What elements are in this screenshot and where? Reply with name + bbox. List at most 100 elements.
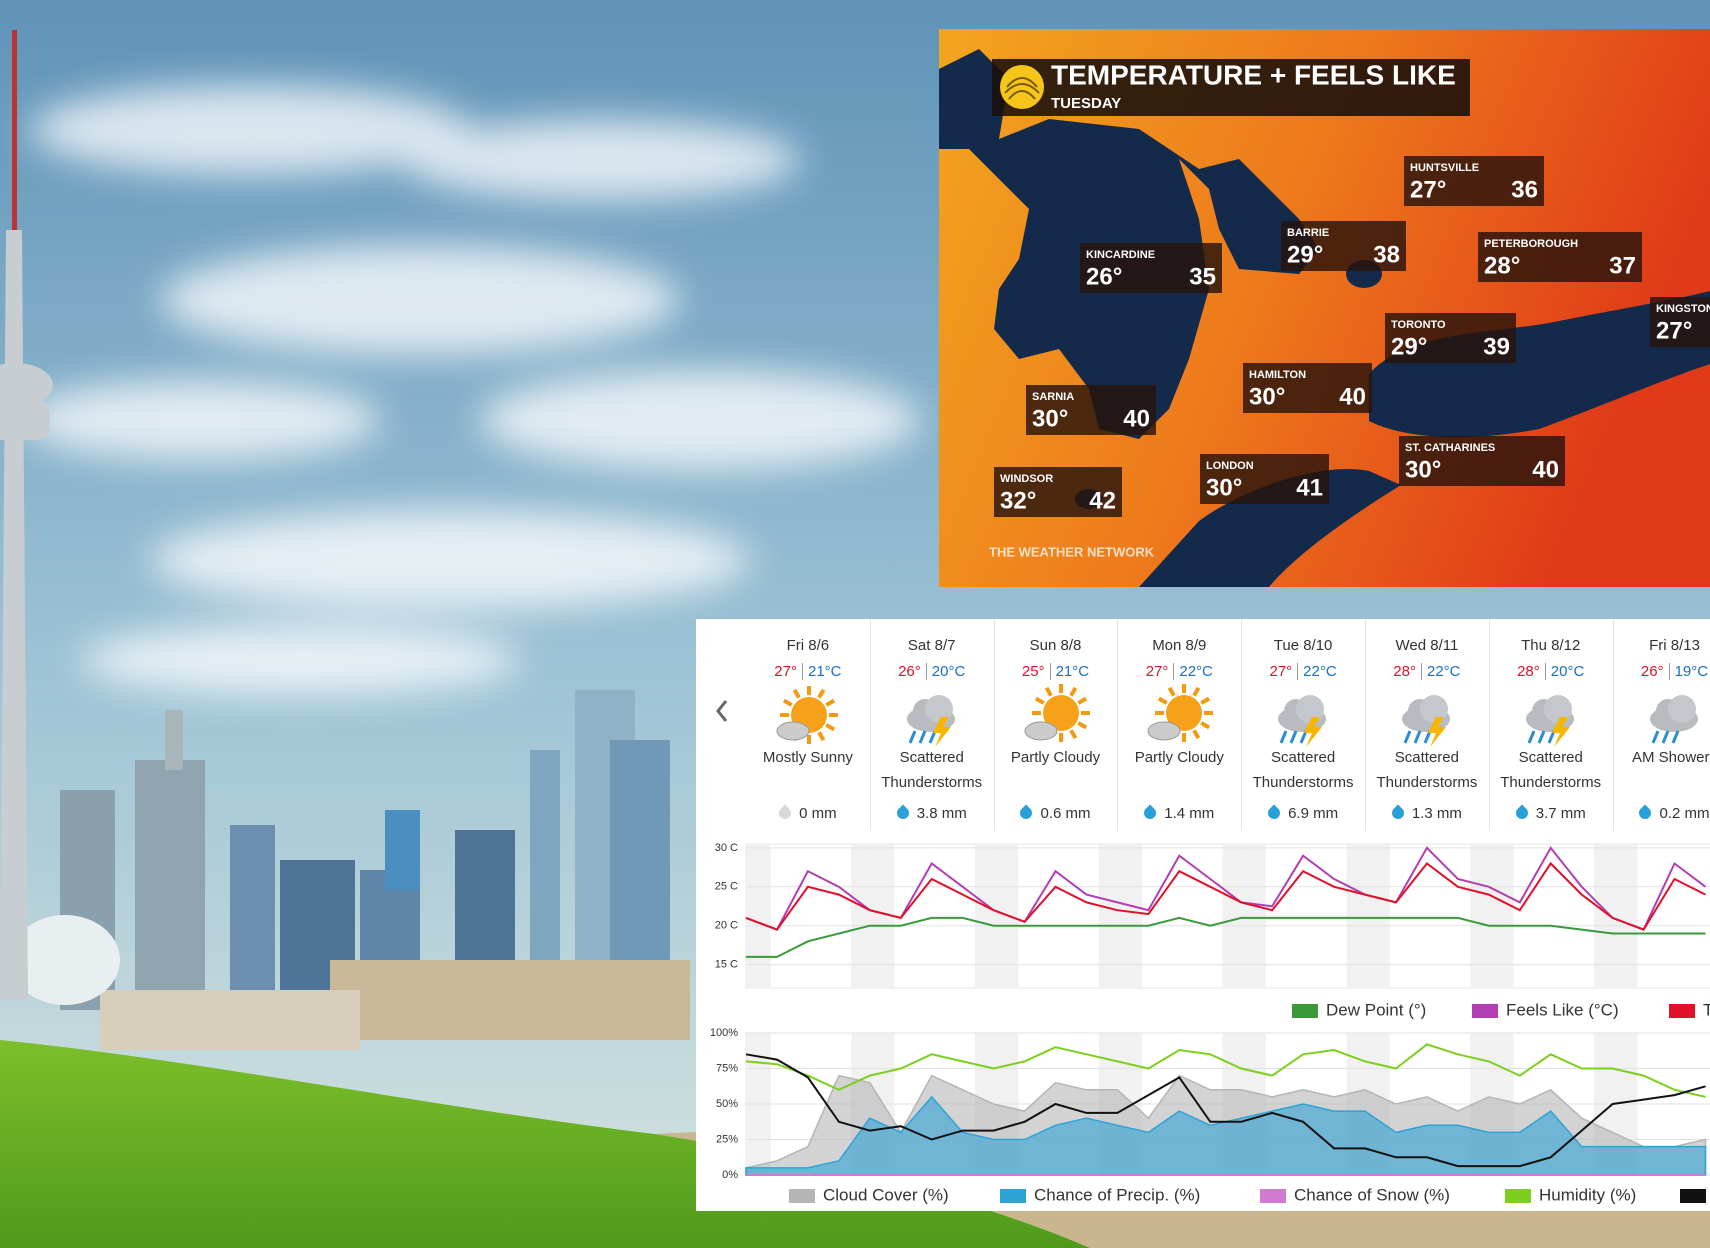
precip-drop (1389, 804, 1407, 822)
city-temp: 30° (1206, 474, 1242, 501)
precip-drop (1513, 804, 1531, 822)
lightning (1551, 717, 1570, 747)
y-tick-label: 75% (716, 1062, 738, 1074)
map-title: TEMPERATURE + FEELS LIKE (1051, 59, 1456, 90)
low-temp: 20°C (1544, 663, 1585, 680)
city-temp: 30° (1032, 405, 1068, 432)
clouds (20, 85, 920, 695)
city-name: BARRIE (1287, 227, 1329, 239)
low-temp: 21°C (1049, 663, 1090, 680)
city-feels-like: 40 (1123, 405, 1150, 432)
sun-ray (1168, 686, 1177, 697)
high-temp: 27° (1269, 663, 1293, 680)
cloud (924, 695, 953, 723)
day-column: Fri 8/13 26° 19°C AM Showers 0.2 mm (1613, 619, 1710, 831)
city-box (1200, 454, 1329, 504)
day-column: Sun 8/8 25° 21°C Partly Cloudy 0.6 mm (994, 619, 1119, 831)
precip: 1.4 mm (1117, 804, 1241, 822)
precip-drop (1636, 804, 1654, 822)
city-temp: 30° (1249, 383, 1285, 410)
day-date: Tue 8/10 (1273, 637, 1333, 654)
night-band (1612, 844, 1638, 988)
day-date: Mon 8/9 (1152, 637, 1207, 654)
rain (908, 730, 937, 744)
precip: 0 mm (746, 804, 870, 822)
weather-icon (1392, 683, 1462, 754)
high-temp: 27° (774, 663, 797, 680)
precip-amount: 0.6 mm (1040, 805, 1091, 822)
prev-arrow[interactable] (716, 700, 728, 722)
low-temp: 22°C (1420, 663, 1461, 680)
day-column: Thu 8/12 28° 20°C Scattered Thunderstorms 3.… (1489, 619, 1614, 831)
title-box (992, 59, 1470, 116)
night-band (1470, 844, 1489, 988)
legend-label: Temperature (°C) (1703, 1000, 1710, 1019)
day-temps: 28° 22°C (1365, 663, 1489, 680)
sun-ray (825, 723, 836, 732)
rain (1279, 730, 1308, 744)
city-temp: 28° (1484, 252, 1520, 279)
day-date: Wed 8/11 (1395, 637, 1459, 654)
precip: 6.9 mm (1241, 804, 1365, 822)
precip-drop (776, 804, 794, 822)
legend-swatch (1000, 1189, 1026, 1203)
high-temp: 28° (1393, 663, 1416, 680)
cloud (1024, 721, 1058, 741)
city-box (1385, 313, 1516, 363)
city-box (1478, 232, 1642, 282)
night-band (851, 844, 870, 988)
city-temp: 29° (1391, 333, 1427, 360)
sun-ray (1192, 686, 1201, 697)
day-temps: 26° 19°C (1613, 663, 1710, 680)
city-name: TORONTO (1391, 319, 1446, 331)
condition: Mostly Sunny (762, 749, 853, 766)
weather-icon-graphic (1402, 695, 1450, 747)
night-band (1488, 844, 1514, 988)
forecast-charts: 30 C 25 C 20 C 15 C Dew Point (°) Feels Like … (710, 700, 1710, 1204)
y-tick-label: 20 C (715, 920, 738, 932)
sun-ray (1192, 729, 1201, 740)
lightning (1428, 717, 1446, 747)
sun-ray (825, 698, 836, 707)
map-brand: THE WEATHER NETWORK (989, 544, 1155, 559)
precip-drop (894, 804, 912, 822)
sun-ray (817, 731, 826, 742)
weather-icon-graphic (776, 686, 838, 744)
weather-icon-graphic (1525, 695, 1574, 747)
precip: 0.2 mm (1613, 804, 1710, 822)
city-box (1399, 436, 1565, 486)
day-temps: 27° 21°C (746, 663, 870, 680)
cloud (1667, 695, 1696, 723)
city-box (1281, 221, 1406, 271)
weather-icon-graphic (1024, 684, 1090, 742)
sun (1166, 695, 1203, 731)
city-name: WINDSOR (1000, 473, 1053, 485)
precip-amount: 3.8 mm (916, 805, 967, 822)
city-name: HUNTSVILLE (1410, 162, 1479, 174)
day-temps: 26° 20°C (870, 663, 994, 680)
condition: Partly Cloudy (1134, 749, 1224, 766)
precip-amount: 6.9 mm (1288, 805, 1339, 822)
city-temp: 29° (1287, 241, 1323, 268)
city-name: HAMILTON (1249, 369, 1306, 381)
sun-ray (1076, 696, 1087, 705)
low-temp: 21°C (801, 663, 842, 680)
night-band (1346, 844, 1365, 988)
sun (1042, 695, 1079, 731)
sun-ray (1076, 721, 1087, 730)
y-tick-label: 30 C (715, 842, 738, 854)
legend-label: Feels Like (°C) (1506, 1000, 1619, 1019)
day-column: Mon 8/9 27° 22°C Partly Cloudy 1.4 mm (1117, 619, 1243, 831)
city-feels-like: 39 (1483, 333, 1510, 360)
line (746, 916, 1706, 958)
weather-icon-graphic (1649, 695, 1698, 744)
legend-label: Humidity (%) (1539, 1185, 1636, 1204)
weather-icon (1268, 683, 1338, 754)
city-temp: 27° (1410, 176, 1446, 203)
night-band (1222, 844, 1242, 988)
condition: Scattered Thunderstorms (881, 749, 983, 791)
cloud (1147, 721, 1181, 741)
line (745, 1043, 1706, 1098)
city-temp: 27° (1656, 317, 1692, 344)
